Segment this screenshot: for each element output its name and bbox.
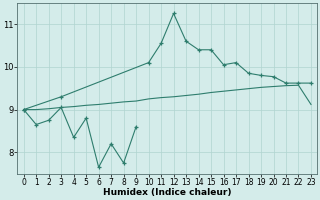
X-axis label: Humidex (Indice chaleur): Humidex (Indice chaleur) (103, 188, 232, 197)
